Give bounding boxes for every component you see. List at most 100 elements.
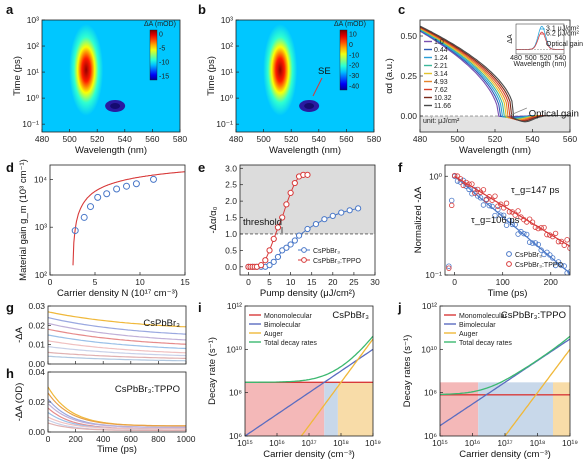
data-point — [451, 172, 458, 179]
kinetic-trace — [48, 416, 186, 430]
kinetic-trace — [48, 340, 186, 354]
panel-label-j: j — [397, 300, 402, 315]
data-point — [295, 232, 303, 239]
colorbar-tick-label: -10 — [159, 60, 169, 67]
data-point — [329, 212, 336, 219]
y-tick-j-label: 10⁶ — [424, 431, 437, 441]
data-point — [567, 245, 570, 251]
data-point — [270, 258, 277, 265]
data-point — [446, 263, 452, 269]
y-tick-h-label: 0.00 — [28, 427, 45, 437]
x-tick-h-label: 1000 — [177, 434, 196, 444]
plot-frame-g — [47, 305, 187, 365]
colorbar-tick-label: -40 — [349, 84, 359, 91]
rate-curve — [245, 335, 373, 383]
legend-label: 4.93 — [434, 79, 448, 86]
x-tick-d-label: 10 — [135, 277, 145, 287]
se-arrow — [312, 77, 323, 97]
x-tick-j-label: 10¹⁸ — [530, 438, 546, 448]
x-tick-e-label: 10 — [286, 277, 296, 287]
data-point — [338, 209, 345, 216]
colorbar-title: ΔA (mOD) — [334, 21, 366, 28]
panel-label-c: c — [398, 2, 405, 17]
panel-label-a: a — [6, 2, 14, 17]
rate-curve — [300, 338, 373, 436]
data-point — [132, 180, 140, 188]
y-tick-e-label: 1.0 — [225, 229, 237, 239]
y-tick-a-label: 10¹ — [27, 67, 39, 77]
data-point — [503, 222, 510, 228]
panel-label-e: e — [198, 160, 205, 175]
inset-x-tick: 500 — [525, 55, 537, 62]
data-point — [509, 221, 516, 228]
heatmap-frame-b — [235, 19, 375, 133]
kinetic-trace — [48, 392, 186, 427]
data-point — [266, 262, 273, 269]
x-tick-d-label: 15 — [180, 277, 190, 287]
x-tick-a-label: 500 — [63, 134, 77, 144]
legend-marker — [301, 257, 307, 263]
data-point — [480, 187, 487, 193]
x-tick-c-label: 480 — [413, 134, 427, 144]
y-tick-e-label: 2.5 — [225, 180, 237, 190]
regime-region — [440, 382, 479, 436]
y-tick-f-label: 10⁰ — [429, 171, 442, 181]
data-point — [486, 194, 492, 200]
data-point — [274, 224, 282, 231]
legend-label: 1.24 — [434, 55, 448, 62]
x-axis-title-j: Carrier density (cm⁻³) — [459, 449, 551, 460]
x-axis-title-e: Pump density (μJ/cm²) — [260, 288, 355, 299]
x-tick-a-label: 540 — [118, 134, 132, 144]
panel-label-g: g — [6, 300, 14, 315]
x-tick-j-label: 10¹⁵ — [432, 438, 448, 448]
y-tick-j-label: 10¹⁰ — [421, 344, 437, 354]
y-tick-b-label: 10² — [221, 41, 233, 51]
panel-label-text-j: CsPbBr₃:TPPO — [501, 310, 566, 321]
y-tick-a-label: 10² — [27, 41, 39, 51]
data-point — [150, 175, 157, 183]
x-tick-i-label: 10¹⁹ — [365, 438, 381, 448]
legend-marker — [506, 251, 512, 257]
data-point — [538, 247, 544, 253]
kinetic-trace — [48, 322, 186, 341]
y-tick-e-label: 2.0 — [225, 196, 237, 206]
x-tick-j-label: 10¹⁹ — [562, 438, 578, 448]
x-tick-a-label: 520 — [90, 134, 104, 144]
data-point — [304, 171, 311, 178]
data-point — [283, 201, 290, 208]
heatmap-frame-a — [41, 19, 181, 133]
data-point — [492, 193, 498, 199]
kinetic-trace — [48, 422, 186, 432]
gain-fit-curve — [72, 171, 185, 266]
data-point — [355, 205, 362, 212]
kinetic-trace — [48, 311, 186, 328]
y-axis-title-i: Decay rate (s⁻¹) — [207, 337, 218, 405]
x-tick-f-label: 0 — [452, 277, 457, 287]
legend-label: CsPbBr₃ — [313, 248, 340, 255]
x-tick-b-label: 480 — [229, 134, 243, 144]
legend-label: Total decay rates — [264, 340, 317, 347]
legend-label: CsPbBr₃:TPPO — [515, 262, 564, 269]
positive-spot-core — [304, 102, 315, 109]
data-point — [287, 241, 294, 248]
inset-x-tick: 480 — [510, 55, 522, 62]
heatmap-background — [236, 20, 374, 132]
x-tick-b-label: 500 — [257, 134, 271, 144]
data-point — [94, 193, 102, 201]
bleach-band — [69, 24, 104, 116]
colorbar — [149, 29, 158, 81]
legend-marker — [301, 247, 307, 253]
data-point — [460, 182, 466, 189]
x-axis-title-h: Time (ps) — [97, 444, 137, 455]
data-point — [123, 182, 130, 190]
y-tick-b-label: 10⁰ — [220, 93, 233, 103]
x-tick-h-label: 400 — [96, 434, 110, 444]
data-point — [558, 262, 565, 269]
data-point — [552, 230, 559, 237]
x-tick-a-label: 560 — [145, 134, 159, 144]
y-axis-title-d: Material gain g_m (10³ cm⁻¹) — [18, 159, 29, 281]
legend-label: Auger — [459, 331, 478, 338]
data-point — [564, 237, 570, 243]
colorbar — [339, 29, 348, 91]
y-tick-b-label: 10¹ — [221, 67, 233, 77]
